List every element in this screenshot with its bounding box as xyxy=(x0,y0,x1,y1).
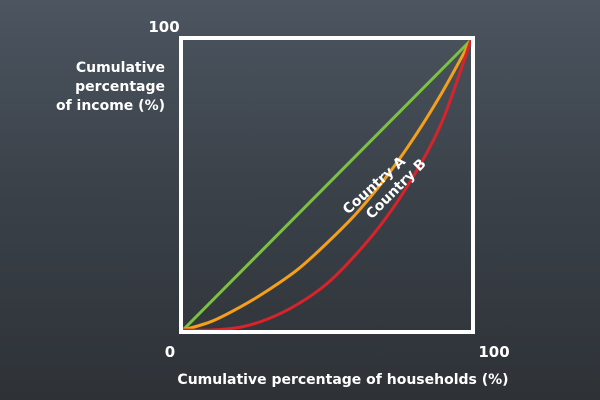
y-axis-label-line-1: Cumulative xyxy=(76,60,165,76)
series-line-country-a xyxy=(181,38,473,332)
y-axis-label-line-3: of income (%) xyxy=(56,98,165,114)
x-axis-label: Cumulative percentage of households (%) xyxy=(177,372,508,388)
series-line-country-b xyxy=(181,38,473,332)
y-tick-100: 100 xyxy=(148,18,179,36)
plot-frame xyxy=(179,36,475,334)
x-tick-0: 0 xyxy=(165,343,175,361)
x-tick-100: 100 xyxy=(478,343,509,361)
series-line-equality xyxy=(181,38,473,332)
y-axis-label-line-2: percentage xyxy=(75,79,165,95)
